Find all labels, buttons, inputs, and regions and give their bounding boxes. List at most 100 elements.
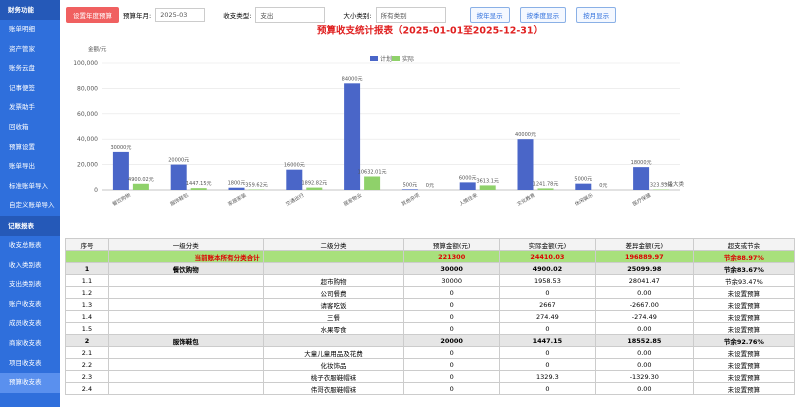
sidebar-item[interactable]: 自定义账单导入: [9, 201, 55, 210]
value-label: 10632.01元: [358, 169, 387, 175]
table-cell: 三餐: [262, 310, 405, 323]
table-cell: 大童儿童用品及花费: [262, 346, 405, 359]
table-cell: 18552.85: [594, 334, 694, 347]
column-header: 一级分类: [107, 238, 264, 251]
table-cell: [107, 346, 264, 359]
value-label: 5000元: [574, 177, 592, 183]
bar: [306, 187, 323, 190]
table-cell: 未设置预算: [692, 298, 796, 311]
column-header: 差异金额(元): [594, 238, 694, 251]
sidebar-item[interactable]: 收入类别表: [9, 260, 42, 269]
table-cell: 0: [403, 346, 501, 359]
view-button[interactable]: 按月显示: [576, 7, 617, 23]
sidebar-item[interactable]: 支出类别表: [9, 280, 42, 289]
table-cell: [262, 262, 405, 275]
value-label: 40000元: [515, 132, 536, 138]
type-label: 收支类型:: [223, 12, 252, 20]
table-cell: 2.3: [65, 370, 109, 383]
table-cell: 未设置预算: [692, 322, 796, 335]
bar: [479, 185, 496, 190]
value-label: 84000元: [342, 76, 363, 82]
table-cell: 0: [403, 382, 501, 395]
sidebar-item[interactable]: 收支总账表: [9, 240, 42, 249]
table-row: 当前账本所有分类合计 221300 24410.03 196889.97 节余88.97…: [65, 250, 796, 263]
bar: [286, 169, 303, 190]
table-cell: [65, 250, 109, 263]
table-cell: 超市购物: [262, 274, 405, 287]
sidebar-item[interactable]: 账务云盘: [9, 64, 35, 73]
table-row: 1.5 水果零食 0 0 0.00 未设置预算: [65, 322, 796, 335]
table-cell: 0: [403, 286, 501, 299]
sidebar: 财务功能账单明细资产管家账务云盘记事便签发票助手回收箱预算设置账单导出标准账单导…: [0, 0, 60, 407]
table-cell: 2.2: [65, 358, 109, 371]
table-cell: 0.00: [594, 382, 694, 395]
month-label: 预算年月:: [123, 12, 152, 20]
toolbar: 设置年度预算 预算年月: 2025-03 收支类型: 支出 大小类别: 所有类别…: [66, 6, 617, 24]
view-button[interactable]: 按季度显示: [519, 7, 567, 23]
value-label: 1241.78元: [533, 181, 559, 187]
column-header: 二级分类: [262, 238, 405, 251]
table-cell: 桃子衣服鞋帽袜: [262, 370, 405, 383]
bar: [633, 167, 650, 190]
table-cell: 30000: [403, 262, 501, 275]
table-cell: 餐饮购物: [107, 262, 264, 275]
category-select[interactable]: 所有类别: [375, 7, 446, 23]
table-cell: 274.49: [499, 310, 596, 323]
sidebar-item[interactable]: 资产管家: [9, 44, 35, 53]
table-cell: 0.00: [594, 322, 694, 335]
sidebar-item[interactable]: 商家收支表: [9, 338, 42, 347]
table-cell: 0: [403, 298, 501, 311]
view-button[interactable]: 按年显示: [469, 7, 510, 23]
bar: [401, 189, 418, 190]
table-row: 2.4 伟哥衣服鞋帽袜 0 0 0.00 未设置预算: [65, 382, 796, 395]
table-cell: 节余92.76%: [692, 334, 796, 347]
y-tick-label: 0: [94, 187, 98, 194]
value-label: 1447.15元: [186, 181, 212, 187]
value-label: 323.53元: [650, 183, 673, 189]
sidebar-item[interactable]: 发票助手: [9, 103, 35, 112]
table-row: 1 餐饮购物 30000 4900.02 25099.98 节余83.67%: [65, 262, 796, 275]
x-tick-label: 医疗保健: [631, 192, 652, 208]
x-tick-label: 文化教育: [516, 192, 537, 208]
value-label: 3613.1元: [476, 178, 499, 184]
table-cell: 1958.53: [499, 274, 596, 287]
sidebar-item[interactable]: 预算收支表: [0, 373, 60, 393]
sidebar-item[interactable]: 标准账单导入: [9, 181, 48, 190]
sidebar-item[interactable]: 记事便签: [9, 83, 35, 92]
sidebar-item[interactable]: 项目收支表: [9, 358, 42, 367]
table-cell: 服饰鞋包: [107, 334, 264, 347]
sidebar-item[interactable]: 预算设置: [9, 142, 35, 151]
table-cell: 20000: [403, 334, 501, 347]
value-label: 359.62元: [245, 183, 268, 189]
table-cell: 未设置预算: [692, 370, 796, 383]
bar: [537, 188, 554, 190]
table-cell: 1.1: [65, 274, 109, 287]
table-row: 1.4 三餐 0 274.49 -274.49 未设置预算: [65, 310, 796, 323]
sidebar-item[interactable]: 回收箱: [9, 122, 29, 131]
bar: [112, 151, 129, 190]
sidebar-item[interactable]: 账户收支表: [9, 299, 42, 308]
sidebar-item[interactable]: 成员收支表: [9, 319, 42, 328]
value-label: 500元: [403, 182, 418, 188]
table-cell: 0: [499, 322, 596, 335]
table-cell: 0.00: [594, 346, 694, 359]
set-budget-button[interactable]: 设置年度预算: [66, 7, 119, 23]
type-select[interactable]: 支出: [255, 7, 326, 23]
sidebar-section: 财务功能: [0, 0, 60, 20]
bar: [344, 83, 361, 190]
bar: [575, 183, 592, 190]
table-cell: [107, 370, 264, 383]
table-cell: [107, 274, 264, 287]
month-input[interactable]: 2025-03: [155, 8, 206, 22]
table-row: 2.1 大童儿童用品及花费 0 0 0.00 未设置预算: [65, 346, 796, 359]
table-cell: 0: [403, 322, 501, 335]
table-cell: 节余88.97%: [692, 250, 796, 263]
sidebar-item[interactable]: 账单导出: [9, 162, 35, 171]
table-cell: 2.4: [65, 382, 109, 395]
x-axis-title: 一级大类: [662, 180, 685, 188]
table-row: 1.2 公司餐费 0 0 0.00 未设置预算: [65, 286, 796, 299]
table-cell: 221300: [403, 250, 501, 263]
sidebar-item[interactable]: 账单明细: [9, 25, 35, 33]
bar: [364, 176, 381, 190]
